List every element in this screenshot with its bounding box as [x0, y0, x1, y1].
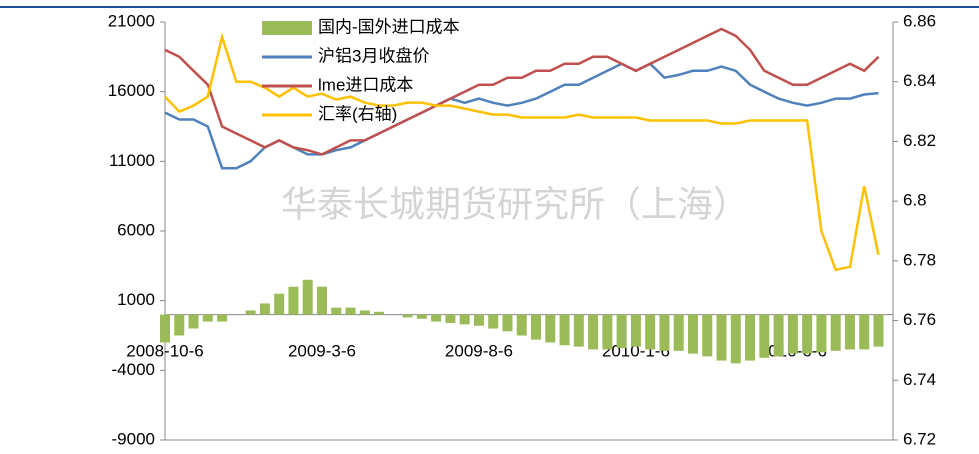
line — [164, 27, 880, 156]
legend-label: lme进口成本 — [318, 75, 413, 94]
bar — [702, 314, 713, 357]
bar — [331, 307, 342, 315]
bar — [802, 314, 813, 354]
bar — [488, 314, 499, 329]
bar — [830, 314, 841, 351]
y-tick-label: 11000 — [109, 151, 155, 170]
bar — [431, 314, 442, 322]
bar — [759, 314, 770, 358]
y-tick-label: 1000 — [117, 290, 155, 309]
y2-tick-label: 6.8 — [903, 191, 927, 210]
legend-label: 沪铝3月收盘价 — [318, 46, 429, 65]
bar — [716, 314, 727, 361]
bar — [873, 314, 884, 347]
bar — [531, 314, 542, 340]
x-tick-label: 2008-10-6 — [126, 341, 204, 360]
bar — [402, 314, 413, 318]
y2-tick-label: 6.76 — [903, 310, 936, 329]
bar — [516, 314, 527, 336]
y2-tick-label: 6.72 — [903, 429, 936, 448]
bar — [416, 314, 427, 319]
bar — [245, 310, 256, 315]
bar — [174, 314, 185, 336]
legend-label: 国内-国外进口成本 — [318, 17, 460, 36]
bar — [745, 314, 756, 361]
bar — [588, 314, 599, 350]
bar — [274, 293, 285, 315]
y2-tick-label: 6.86 — [903, 11, 936, 30]
y-tick-label: -4000 — [112, 360, 155, 379]
bar — [188, 314, 199, 329]
bar — [773, 314, 784, 357]
bar — [673, 314, 684, 351]
bar — [630, 314, 641, 347]
y-tick-label: 16000 — [108, 81, 155, 100]
bar — [545, 314, 556, 343]
bar — [559, 314, 570, 346]
bar — [345, 307, 356, 315]
legend-label: 汇率(右轴) — [318, 104, 397, 123]
bar — [645, 314, 656, 350]
line — [164, 32, 880, 272]
watermark: 华泰长城期货研究所（上海） — [281, 184, 749, 225]
bar — [445, 314, 456, 323]
bar — [359, 310, 370, 315]
top-rule — [0, 6, 979, 8]
bar — [816, 314, 827, 353]
y2-tick-label: 6.82 — [903, 131, 936, 150]
bar — [316, 286, 327, 315]
bar — [659, 314, 670, 351]
bar — [573, 314, 584, 347]
y-tick-label: 6000 — [117, 220, 155, 239]
y2-tick-label: 6.84 — [903, 71, 936, 90]
x-tick-label: 2009-3-6 — [288, 341, 356, 360]
bar — [616, 314, 627, 349]
bar — [844, 314, 855, 350]
bar — [374, 311, 385, 315]
y-tick-label: -9000 — [112, 429, 155, 448]
y2-tick-label: 6.74 — [903, 370, 936, 389]
bar — [302, 279, 313, 315]
legend-swatch — [262, 21, 312, 35]
y-tick-label: 21000 — [108, 11, 155, 30]
bar — [160, 314, 170, 343]
bar — [288, 286, 299, 315]
bar — [787, 314, 798, 354]
bar — [202, 314, 213, 322]
bar — [687, 314, 698, 354]
bar — [259, 303, 270, 315]
bar — [502, 314, 513, 332]
bar — [602, 314, 613, 350]
bar — [859, 314, 870, 350]
y2-tick-label: 6.78 — [903, 250, 936, 269]
bar — [459, 314, 470, 325]
bar — [217, 314, 228, 322]
bar — [730, 314, 741, 364]
x-tick-label: 2009-8-6 — [445, 341, 513, 360]
bar — [473, 314, 484, 326]
